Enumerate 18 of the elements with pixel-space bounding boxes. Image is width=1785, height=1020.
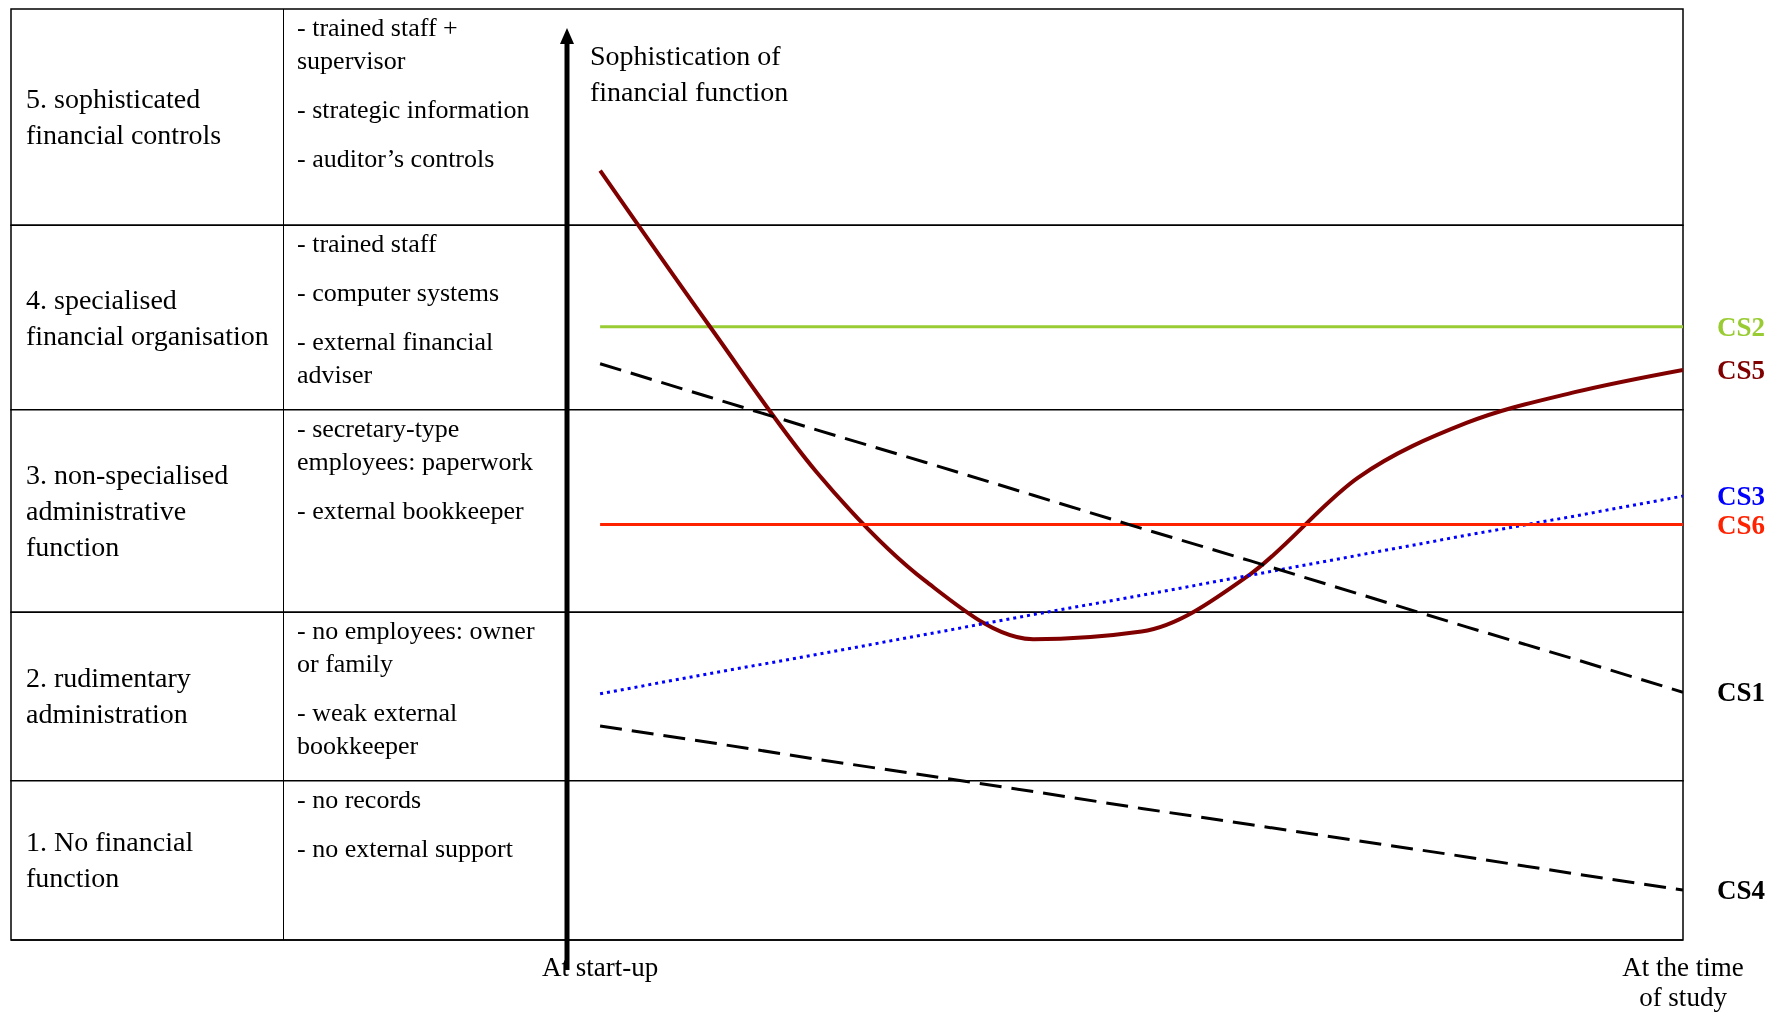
- band-label: 3. non-specialised administrative function: [26, 458, 230, 565]
- series-label: CS1: [1716, 677, 1765, 708]
- series-label: CS5: [1716, 354, 1765, 385]
- x-tick-label: At the time of study: [1622, 952, 1744, 1012]
- band-label: 2. rudimentary administration: [26, 661, 192, 732]
- band-label: 1. No financial function: [26, 825, 195, 896]
- series-label: CS4: [1716, 874, 1765, 905]
- text: - no records - no external support: [297, 783, 514, 865]
- text: - secretary-type employees: paperwork - external bookkeeper: [297, 412, 535, 527]
- series-label: CS6: [1716, 509, 1765, 540]
- text: - trained staff + supervisor - strategic information - auditor’s controls: [297, 12, 531, 175]
- y-axis-title: Sophistication of financial function: [590, 39, 790, 109]
- text: - trained staff - computer systems - external financial adviser: [297, 228, 501, 392]
- band-label: 5. sophisticated financial controls: [26, 82, 223, 153]
- band-label: 4. specialised financial organisation: [26, 282, 270, 353]
- series-label: CS3: [1716, 481, 1765, 512]
- series-label: CS2: [1716, 311, 1765, 342]
- text: - no employees: owner or family - weak external bookkeeper: [297, 615, 536, 763]
